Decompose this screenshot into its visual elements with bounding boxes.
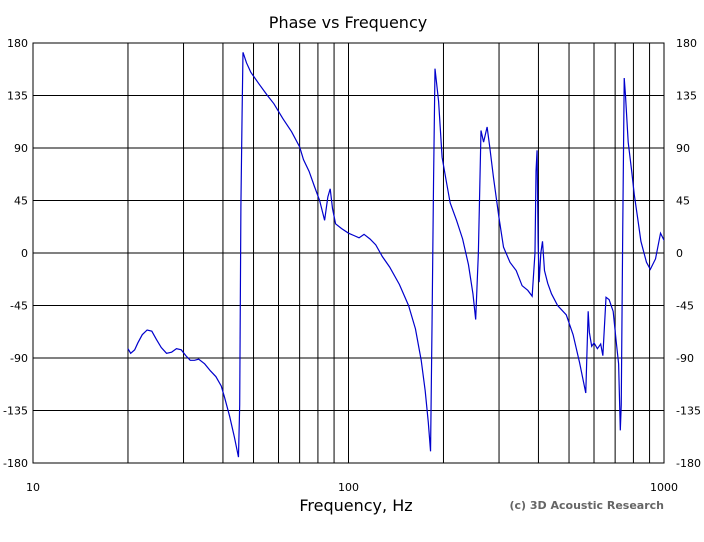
y-tick-label-left: 45: [14, 195, 28, 208]
plot-frame: [32, 42, 665, 464]
y-tick-labels-left: 180 135 90 45 0 -45 -90 -135 -180: [3, 37, 28, 470]
x-tick-labels: 10 100 1000: [26, 481, 678, 494]
y-tick-label-right: -90: [676, 352, 694, 365]
x-tick-label: 100: [338, 481, 359, 494]
y-tick-label-left: 90: [14, 142, 28, 155]
grid-lines: [33, 43, 664, 463]
x-axis-label: Frequency, Hz: [299, 496, 412, 515]
x-tick-label: 10: [26, 481, 40, 494]
y-tick-label-right: -45: [676, 300, 694, 313]
y-tick-label-right: -180: [676, 457, 701, 470]
y-tick-labels-right: 180 135 90 45 0 -45 -90 -135 -180: [676, 37, 701, 470]
y-tick-label-right: -135: [676, 405, 701, 418]
y-tick-label-right: 135: [676, 90, 697, 103]
x-tick-label: 1000: [650, 481, 678, 494]
y-tick-label-right: 0: [676, 247, 683, 260]
y-tick-label-left: -135: [3, 405, 28, 418]
y-tick-label-right: 90: [676, 142, 690, 155]
series-layer: [127, 52, 664, 458]
y-tick-label-left: -180: [3, 457, 28, 470]
y-tick-label-left: 0: [21, 247, 28, 260]
y-tick-label-right: 45: [676, 195, 690, 208]
y-tick-label-left: 180: [7, 37, 28, 50]
y-tick-label-right: 180: [676, 37, 697, 50]
copyright-annotation: (c) 3D Acoustic Research: [509, 499, 664, 512]
y-tick-label-left: -90: [10, 352, 28, 365]
phase-series-line: [127, 52, 664, 458]
chart-title: Phase vs Frequency: [269, 13, 427, 32]
y-tick-label-left: 135: [7, 90, 28, 103]
y-tick-label-left: -45: [10, 300, 28, 313]
